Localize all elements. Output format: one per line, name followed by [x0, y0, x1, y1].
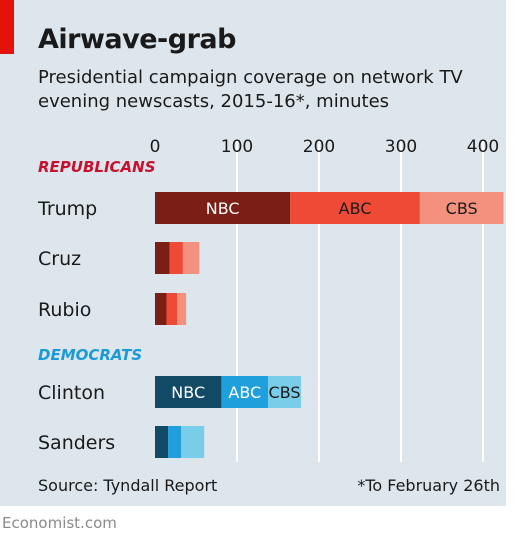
segment-label-clinton-nbc: NBC	[171, 383, 205, 402]
row-label-trump: Trump	[37, 198, 97, 220]
chart-subtitle: Presidential campaign coverage on networ…	[38, 67, 463, 112]
bar-sanders-nbc	[155, 426, 169, 458]
bar-cruz-nbc	[155, 242, 170, 274]
bar-rubio-cbs	[177, 293, 187, 325]
x-tick-label-200: 200	[303, 137, 335, 157]
bar-cruz-abc	[169, 242, 183, 274]
bar-sanders-cbs	[181, 426, 205, 458]
row-label-cruz: Cruz	[38, 248, 81, 270]
bar-clinton-abc	[221, 376, 269, 408]
chart-title: Airwave-grab	[38, 24, 236, 55]
row-label-clinton: Clinton	[38, 382, 105, 404]
source-note: Source: Tyndall Report	[38, 476, 218, 495]
group-label-republicans: REPUBLICANS	[38, 158, 156, 176]
segment-label-clinton-abc: ABC	[228, 383, 261, 402]
group-label-democrats: DEMOCRATS	[38, 346, 142, 364]
bar-clinton-cbs	[268, 376, 301, 408]
segment-label-clinton-cbs: CBS	[269, 383, 301, 402]
bar-clinton-nbc	[155, 376, 222, 408]
brand-credit: Economist.com	[2, 514, 117, 532]
segment-label-trump-abc: ABC	[339, 199, 372, 218]
row-label-rubio: Rubio	[38, 299, 91, 321]
x-tick-label-100: 100	[221, 137, 253, 157]
bar-trump-cbs	[419, 192, 504, 224]
bar-rubio-nbc	[155, 293, 167, 325]
bar-chart: 0 100 200 300 400 REPUBLICANS Trump NBC ABC CBS Cr…	[37, 137, 504, 462]
bar-trump-nbc	[155, 192, 291, 224]
chart-panel	[0, 0, 506, 506]
brand-accent-bar	[0, 0, 14, 54]
x-tick-label-0: 0	[150, 137, 161, 157]
x-tick-label-300: 300	[385, 137, 417, 157]
segment-label-trump-cbs: CBS	[446, 199, 478, 218]
bar-sanders-abc	[168, 426, 182, 458]
segment-label-trump-nbc: NBC	[206, 199, 240, 218]
bar-rubio-abc	[166, 293, 178, 325]
bar-cruz-cbs	[182, 242, 200, 274]
footnote: *To February 26th	[357, 476, 500, 495]
row-label-sanders: Sanders	[38, 432, 115, 454]
x-tick-label-400: 400	[467, 137, 499, 157]
bar-trump-abc	[290, 192, 420, 224]
